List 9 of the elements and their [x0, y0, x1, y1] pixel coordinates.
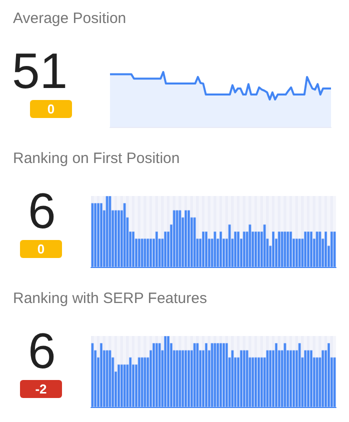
- text: 51: [12, 43, 68, 99]
- text: 6: [28, 183, 56, 239]
- text: 0: [37, 242, 45, 256]
- text: 0: [47, 102, 55, 116]
- chart-title: Average Position: [13, 10, 126, 27]
- chart-title: Ranking with SERP Features: [13, 290, 207, 307]
- chart-title: Ranking on First Position: [13, 150, 180, 167]
- text: -2: [35, 382, 47, 396]
- text: 6: [28, 323, 56, 379]
